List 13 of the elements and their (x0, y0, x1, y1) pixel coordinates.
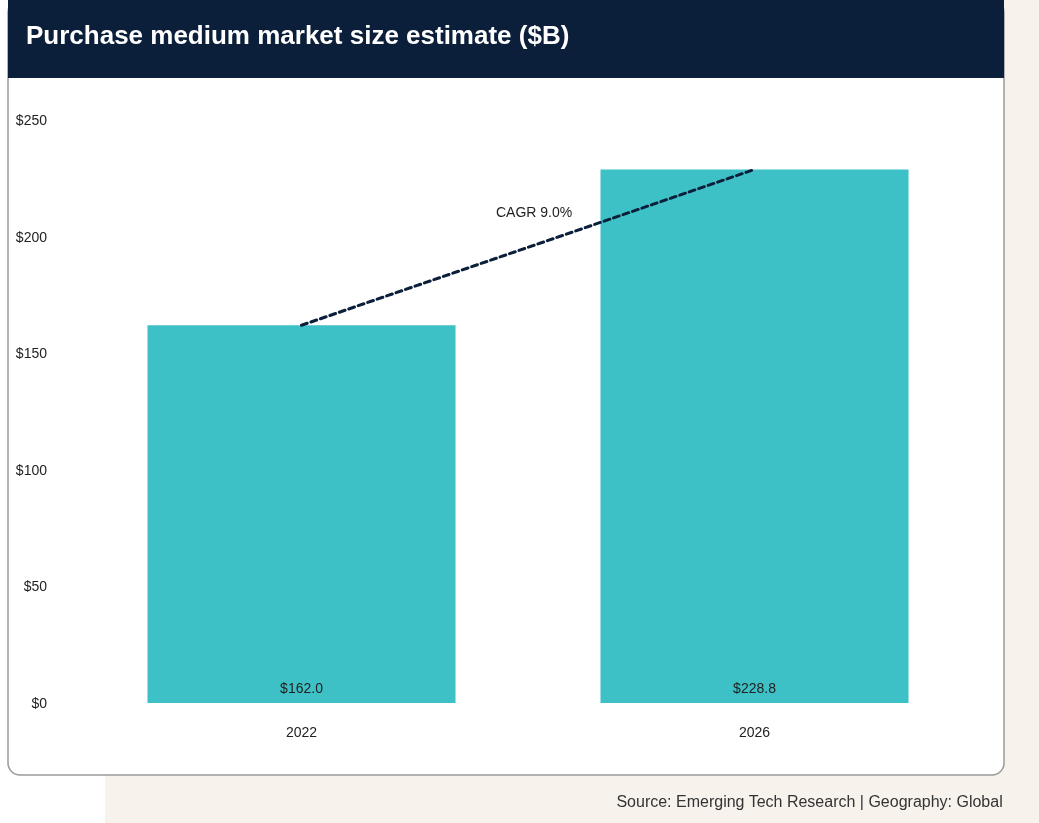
x-tick-label: 2026 (738, 724, 771, 740)
y-tick-label: $250 (15, 112, 48, 128)
data-label: $162.0 (280, 680, 324, 696)
chart-title: Purchase medium market size estimate ($B) (26, 20, 570, 50)
source-note: Source: Emerging Tech Research | Geography: Global (616, 792, 1003, 810)
annotation: CAGR 9.0% (496, 204, 573, 220)
x-tick-label: 2022 (285, 724, 318, 740)
y-tick-label: $0 (31, 695, 48, 711)
data-label: $228.8 (733, 680, 777, 696)
y-tick-label: $50 (23, 578, 48, 595)
y-tick-label: $200 (15, 228, 48, 245)
y-tick-label: $150 (15, 345, 48, 362)
y-tick-label: $100 (15, 461, 48, 478)
